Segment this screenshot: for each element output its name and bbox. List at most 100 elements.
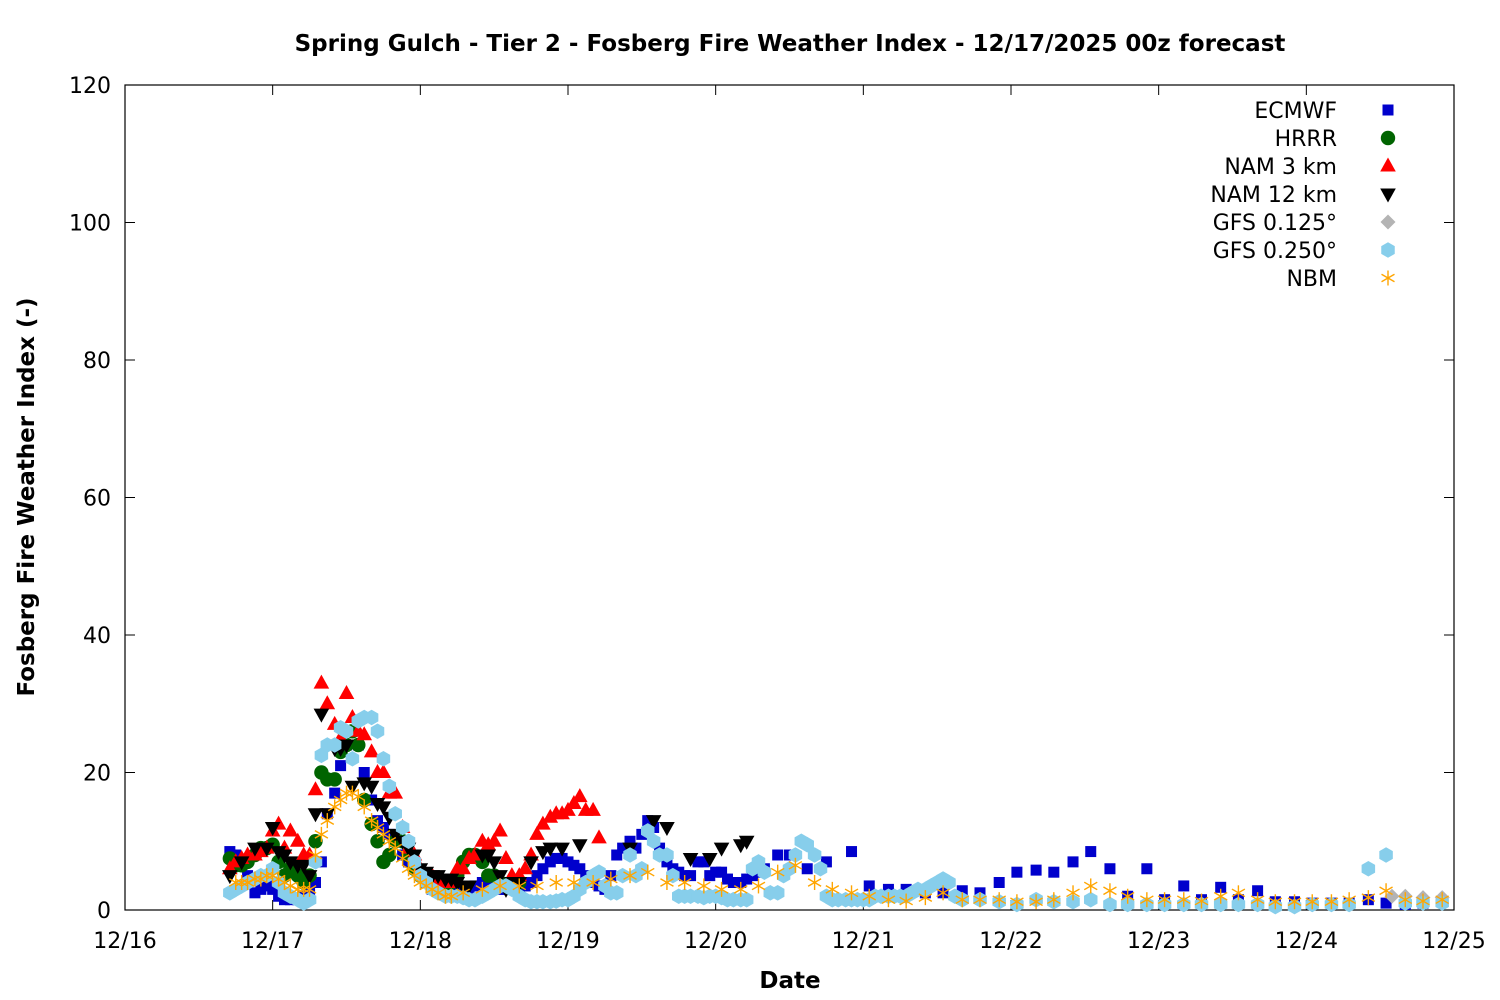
data-point <box>327 737 342 753</box>
data-point <box>807 875 822 890</box>
data-point <box>572 839 588 854</box>
data-point <box>531 870 543 882</box>
data-point <box>549 875 564 890</box>
data-point <box>1398 892 1413 908</box>
legend-marker <box>1380 130 1396 146</box>
data-point <box>1083 891 1098 908</box>
data-point <box>1046 892 1061 908</box>
data-point <box>550 852 562 864</box>
data-point <box>523 856 539 871</box>
data-point <box>630 842 642 854</box>
data-point <box>333 792 348 808</box>
data-point <box>733 881 748 897</box>
data-point <box>660 847 674 863</box>
data-point <box>562 856 574 868</box>
data-point <box>1103 896 1117 913</box>
data-point <box>1416 893 1430 909</box>
data-point <box>713 842 730 857</box>
data-point <box>438 888 453 904</box>
data-point <box>574 863 586 875</box>
data-point <box>1194 893 1209 909</box>
data-point <box>1141 863 1153 875</box>
data-point <box>568 859 580 871</box>
legend-label: HRRR <box>1275 127 1337 152</box>
data-point <box>862 888 877 904</box>
data-point <box>757 864 772 880</box>
legend-label: GFS 0.250° <box>1213 239 1337 264</box>
data-point <box>846 846 858 858</box>
series-nam-3-km <box>222 674 607 888</box>
legend-marker <box>1380 188 1396 203</box>
data-point <box>364 709 379 726</box>
data-point <box>388 805 402 822</box>
data-point <box>345 750 360 767</box>
data-point <box>249 887 261 899</box>
data-point <box>259 868 274 884</box>
data-point <box>863 880 875 892</box>
data-point <box>1103 883 1117 899</box>
data-point <box>1120 896 1135 913</box>
data-point <box>710 866 722 878</box>
data-point <box>382 847 397 863</box>
data-point <box>586 875 600 890</box>
data-point <box>456 885 471 901</box>
data-point <box>659 822 675 836</box>
data-point <box>918 890 933 906</box>
y-axis: 0 20 40 60 80 100 120 <box>69 74 1454 924</box>
data-point <box>1361 860 1376 877</box>
data-point <box>267 883 279 895</box>
y-tick-label: 100 <box>69 212 111 237</box>
x-tick-label: 12/16 <box>93 929 156 954</box>
data-point <box>461 880 477 895</box>
x-tick-label: 12/19 <box>536 929 599 954</box>
data-point <box>973 892 987 908</box>
data-point <box>492 870 508 885</box>
data-point <box>302 891 317 908</box>
data-point <box>444 888 459 904</box>
data-point <box>388 840 403 856</box>
data-point <box>624 835 636 847</box>
legend-label: ECMWF <box>1254 99 1337 124</box>
data-point <box>309 877 321 888</box>
data-point <box>807 847 822 863</box>
data-point <box>704 870 716 882</box>
data-point <box>993 877 1005 888</box>
data-point <box>455 860 471 875</box>
data-point <box>530 878 544 894</box>
legend: ECMWF HRRR NAM 3 km NAM 12 km GFS 0.125° GFS … <box>1210 99 1396 292</box>
data-point <box>1010 894 1024 910</box>
y-tick-label: 40 <box>83 624 111 649</box>
data-point <box>264 822 281 836</box>
data-point <box>741 873 753 885</box>
data-point <box>240 875 255 890</box>
data-point <box>382 833 397 849</box>
data-point <box>234 875 249 890</box>
data-point <box>640 823 655 839</box>
data-point <box>813 860 828 877</box>
data-point <box>1085 846 1097 858</box>
data-point <box>351 737 366 753</box>
data-point <box>370 834 385 849</box>
data-point <box>617 842 629 854</box>
x-axis-title: Date <box>759 968 820 994</box>
chart-title: Spring Gulch - Tier 2 - Fosberg Fire Wea… <box>295 31 1286 57</box>
data-point <box>682 852 699 867</box>
data-point <box>645 815 662 830</box>
data-point <box>716 866 728 878</box>
data-point <box>585 801 601 816</box>
data-point <box>1120 888 1135 904</box>
data-point <box>493 878 507 894</box>
x-tick-label: 12/21 <box>832 929 895 954</box>
data-point <box>603 871 618 887</box>
data-point <box>401 861 416 877</box>
data-point <box>770 864 785 880</box>
data-point <box>375 764 392 778</box>
data-point <box>701 852 718 867</box>
data-point <box>261 880 273 892</box>
y-tick-label: 60 <box>83 487 111 512</box>
data-point <box>529 825 545 840</box>
data-point <box>1268 894 1283 910</box>
data-point <box>358 767 370 778</box>
data-point <box>1342 892 1357 908</box>
data-point <box>942 874 956 891</box>
